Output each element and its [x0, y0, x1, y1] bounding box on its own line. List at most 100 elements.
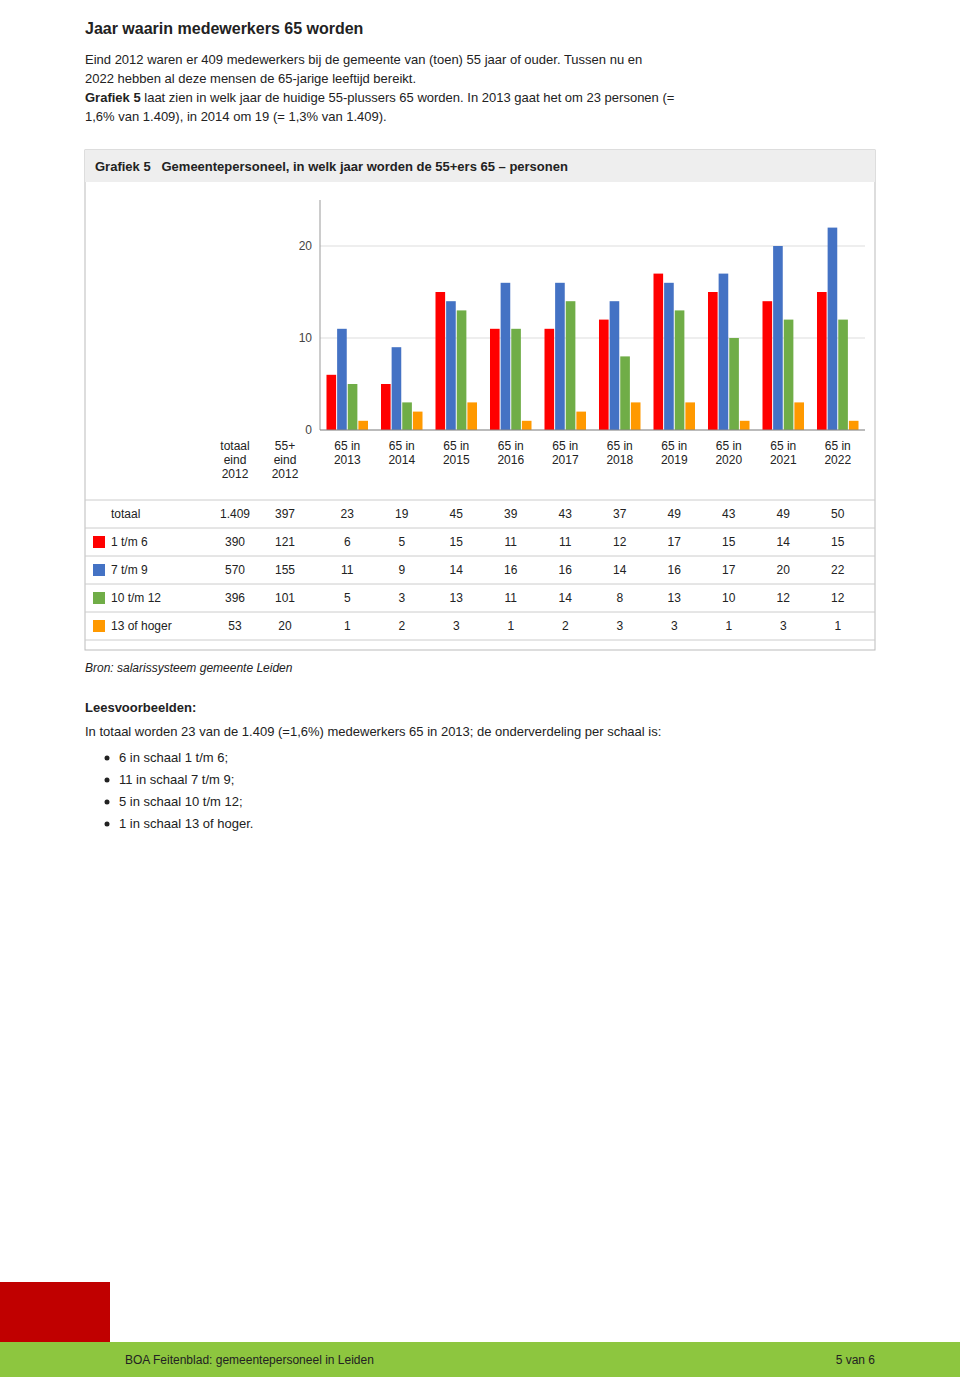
table-rule	[85, 528, 875, 529]
reading-title: Leesvoorbeelden:	[85, 700, 196, 715]
page-text-bold: Grafiek 5	[85, 90, 141, 105]
x-tick-label: 65 in2014	[388, 439, 415, 467]
table-cell: 16	[504, 563, 518, 577]
table-column-header-line: 55+	[275, 439, 295, 453]
table-cell: 11	[341, 563, 354, 577]
table-cell: 12	[613, 535, 627, 549]
table-swatch	[93, 592, 105, 604]
table-column-header-line: 2012	[272, 467, 299, 481]
table-swatch	[93, 536, 105, 548]
table-cell: 20	[278, 619, 292, 633]
table-cell: 5	[344, 591, 351, 605]
x-tick-label-line: 2015	[443, 453, 470, 467]
grid-line	[320, 246, 865, 247]
table-cell: 570	[225, 563, 245, 577]
table-cell: 3	[453, 619, 460, 633]
table-cell: 12	[831, 591, 845, 605]
table-cell: 14	[613, 563, 627, 577]
x-tick-label: 65 in2022	[824, 439, 851, 467]
x-tick-label: 65 in2021	[770, 439, 797, 467]
bar	[773, 246, 783, 430]
y-tick-label: 20	[299, 239, 313, 253]
bar	[490, 329, 500, 430]
table-swatch	[93, 564, 105, 576]
page-title: Jaar waarin medewerkers 65 worden	[85, 20, 363, 37]
table-cell: 390	[225, 535, 245, 549]
table-cell: 43	[722, 507, 736, 521]
table-swatch	[93, 620, 105, 632]
bar	[675, 310, 685, 430]
background	[0, 0, 960, 1377]
bar	[457, 310, 467, 430]
table-cell: 1	[344, 619, 351, 633]
table-rule	[85, 556, 875, 557]
table-cell: 16	[559, 563, 573, 577]
x-tick-label-line: 65 in	[716, 439, 742, 453]
table-cell: 19	[395, 507, 409, 521]
bars	[326, 228, 858, 430]
bullet-text: 5 in schaal 10 t/m 12;	[119, 794, 243, 809]
page: Jaar waarin medewerkers 65 wordenEind 20…	[0, 0, 960, 1377]
x-tick-label-line: 65 in	[389, 439, 415, 453]
x-tick-label-line: 65 in	[661, 439, 687, 453]
x-tick-label: 65 in2020	[715, 439, 742, 467]
x-tick-label-line: 2017	[552, 453, 579, 467]
table-cell: 11	[505, 591, 518, 605]
table-cell: 11	[505, 535, 518, 549]
table-cell: 3	[398, 591, 405, 605]
table-cell: 1	[834, 619, 841, 633]
footer-left: BOA Feitenblad: gemeentepersoneel in Lei…	[125, 1353, 374, 1367]
chart-frame	[85, 150, 875, 650]
table-column-header-line: eind	[274, 453, 297, 467]
x-tick-label: 65 in2018	[606, 439, 633, 467]
x-tick-label-line: 65 in	[443, 439, 469, 453]
footer-bar	[0, 1342, 960, 1377]
bar	[576, 412, 586, 430]
x-tick-label-line: 2021	[770, 453, 797, 467]
chart-title: Grafiek 5 Gemeentepersoneel, in welk jaa…	[95, 159, 568, 174]
table-rule	[85, 500, 875, 501]
bar	[555, 283, 565, 430]
bar	[337, 329, 347, 430]
bar	[762, 301, 772, 430]
table-column-header-line: totaal	[220, 439, 249, 453]
table-row-label: 13 of hoger	[111, 619, 172, 633]
bar	[664, 283, 674, 430]
table-cell: 12	[777, 591, 791, 605]
bar	[599, 320, 609, 430]
footer-block	[0, 1282, 110, 1342]
bar	[544, 329, 554, 430]
bar	[784, 320, 794, 430]
bar	[413, 412, 423, 430]
table-cell: 121	[275, 535, 295, 549]
bullet-text: 6 in schaal 1 t/m 6;	[119, 750, 228, 765]
bullet-text: 11 in schaal 7 t/m 9;	[119, 772, 234, 787]
table-column-header-line: eind	[224, 453, 247, 467]
table-cell: 16	[668, 563, 682, 577]
x-tick-label-line: 65 in	[607, 439, 633, 453]
table-rule	[85, 612, 875, 613]
table-cell: 45	[450, 507, 464, 521]
x-tick-label-line: 2020	[715, 453, 742, 467]
x-tick-label: 65 in2016	[497, 439, 524, 467]
table-cell: 10	[722, 591, 736, 605]
table-cell: 101	[275, 591, 295, 605]
table-cell: 53	[228, 619, 242, 633]
table-cell: 5	[398, 535, 405, 549]
x-tick-label-line: 2014	[388, 453, 415, 467]
bullet-dot	[105, 800, 110, 805]
x-tick-label-line: 2018	[606, 453, 633, 467]
bar	[610, 301, 620, 430]
y-tick-label: 10	[299, 331, 313, 345]
x-tick-label-line: 65 in	[825, 439, 851, 453]
grid-line	[320, 338, 865, 339]
table-cell: 50	[831, 507, 845, 521]
bar	[522, 421, 532, 430]
x-axis-line	[320, 430, 865, 431]
table-cell: 6	[344, 535, 351, 549]
bar	[446, 301, 456, 430]
table-rule	[85, 584, 875, 585]
table-cell: 3	[616, 619, 623, 633]
bar	[381, 384, 391, 430]
table-cell: 155	[275, 563, 295, 577]
